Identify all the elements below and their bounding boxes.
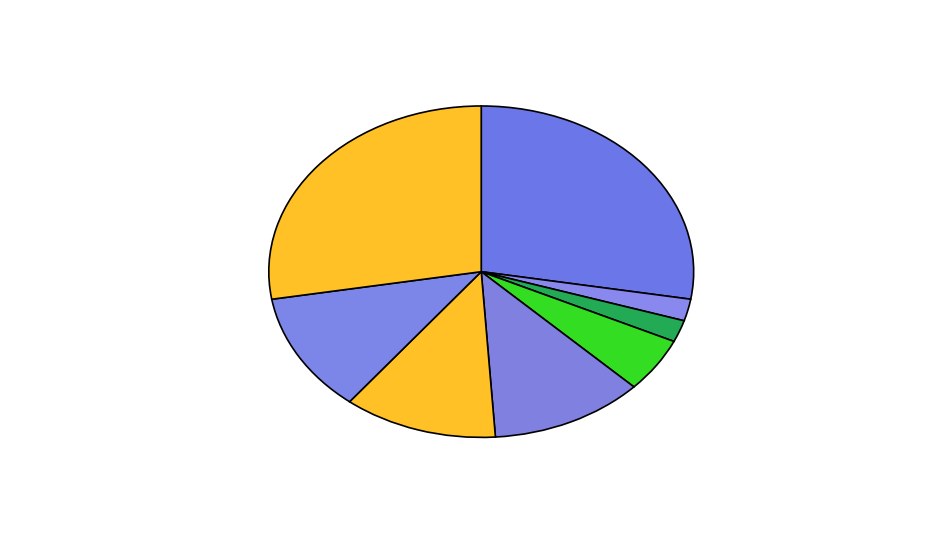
Wedge shape [481,272,685,342]
Wedge shape [481,106,694,299]
Wedge shape [481,272,691,321]
Wedge shape [349,272,496,437]
Wedge shape [271,272,481,402]
Wedge shape [481,272,674,387]
Wedge shape [481,272,634,437]
Wedge shape [269,106,482,299]
